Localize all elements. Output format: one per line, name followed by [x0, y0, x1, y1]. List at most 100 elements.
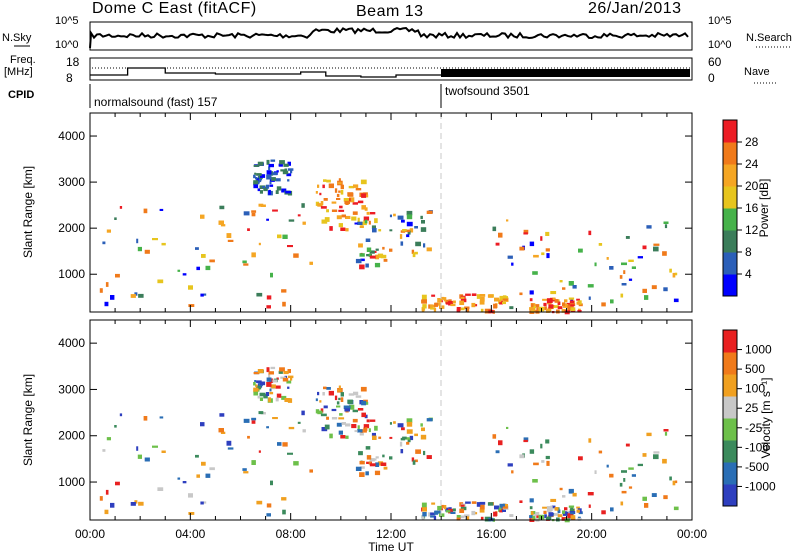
velocity-cell [415, 449, 421, 454]
power-cell [576, 301, 580, 305]
power-cell [340, 184, 344, 190]
velocity-cell [378, 436, 382, 439]
velocity-cell [587, 492, 594, 496]
velocity-cell [106, 437, 111, 441]
velocity-cell [568, 488, 574, 494]
power-cell [465, 293, 471, 296]
velocity-cell [344, 408, 350, 412]
power-cell [257, 161, 264, 166]
power-cell [494, 297, 500, 302]
nsky-tick-top: 10^5 [55, 15, 79, 27]
velocity-cell [371, 432, 376, 437]
velocity-cell [309, 469, 313, 473]
power-cell [256, 173, 262, 176]
velocity-cell [431, 502, 436, 505]
power-cell [243, 263, 249, 266]
velocity-cell [251, 417, 257, 421]
freq-tick-top: 18 [66, 55, 80, 69]
velocity-cell [364, 427, 368, 431]
velocity-cell [364, 414, 368, 419]
power-cell [407, 230, 411, 235]
power-cell [255, 177, 258, 180]
power-cell [406, 214, 413, 220]
colorbar-swatch [723, 274, 737, 297]
power-cell [364, 207, 368, 211]
velocity-cell [644, 503, 649, 508]
power-cell [220, 224, 226, 227]
velocity-cell [533, 462, 539, 466]
velocity-cell [479, 504, 485, 510]
power-cell [251, 212, 256, 217]
velocity-cell [260, 412, 266, 415]
power-cell [203, 293, 207, 296]
power-cell [309, 261, 313, 265]
power-cell [247, 228, 250, 231]
x-tick-label: 00:00 [677, 527, 707, 541]
velocity-cell [479, 509, 485, 513]
colorbar-swatch [723, 418, 737, 441]
velocity-cell [377, 461, 384, 466]
velocity-cell [352, 409, 358, 413]
velocity-cell [247, 435, 250, 439]
power-cell [601, 302, 606, 307]
power-cell [254, 172, 257, 175]
velocity-cell [323, 386, 327, 390]
power-cell [499, 295, 505, 301]
power-cell [355, 188, 362, 191]
nsky-tick-bottom: 10^0 [55, 39, 79, 51]
power-cell [364, 219, 368, 224]
velocity-cell [251, 420, 256, 424]
power-cell [642, 288, 647, 293]
velocity-cell [270, 366, 276, 370]
velocity-cell [553, 513, 559, 516]
power-cell [576, 298, 580, 301]
power-cell [345, 228, 349, 232]
power-cell [389, 214, 392, 218]
velocity-cell [420, 423, 423, 427]
velocity-cell [498, 440, 503, 446]
colorbar-tick-label: 8 [745, 245, 752, 259]
power-cell [370, 212, 376, 215]
velocity-cell [280, 376, 287, 379]
power-cell [399, 234, 403, 239]
power-cell [421, 220, 425, 224]
velocity-cell [494, 505, 500, 510]
velocity-cell [337, 389, 342, 392]
velocity-cell [566, 510, 571, 515]
power-cell [437, 298, 442, 303]
power-cell [653, 243, 660, 246]
power-cell [499, 300, 503, 305]
power-cell [324, 217, 330, 222]
velocity-colorbar-swatches [723, 330, 737, 507]
power-cell [302, 221, 306, 225]
velocity-cell [479, 501, 486, 505]
power-cell [348, 185, 355, 189]
velocity-cell [578, 456, 583, 461]
power-cell [374, 218, 378, 224]
velocity-cell [421, 502, 427, 508]
power-cell [532, 305, 536, 309]
velocity-cell [664, 431, 668, 436]
velocity-cell [621, 490, 627, 494]
velocity-cell [568, 505, 575, 508]
velocity-cell [275, 397, 279, 402]
power-cell [578, 248, 583, 253]
power-cell [282, 301, 286, 307]
power-yticks: 1000 2000 3000 4000 [58, 129, 692, 281]
velocity-cell [601, 510, 606, 515]
power-cell [577, 310, 582, 313]
nsky-panel: N.Sky 10^5 10^0 10^5 10^0 N.Search [2, 15, 792, 51]
velocity-cell [253, 372, 260, 375]
velocity-cell [653, 451, 660, 454]
velocity-cell [297, 421, 301, 424]
velocity-cell [625, 443, 630, 447]
y-tick-label: 2000 [58, 429, 85, 443]
nsearch-tick-top: 10^5 [708, 15, 732, 27]
power-cell [375, 254, 380, 260]
velocity-cell [110, 502, 115, 508]
power-cell [401, 219, 405, 223]
velocity-cell [460, 515, 465, 519]
colorbar-tick-label: 24 [745, 157, 759, 171]
velocity-cell [557, 514, 563, 518]
power-cell [159, 208, 164, 211]
